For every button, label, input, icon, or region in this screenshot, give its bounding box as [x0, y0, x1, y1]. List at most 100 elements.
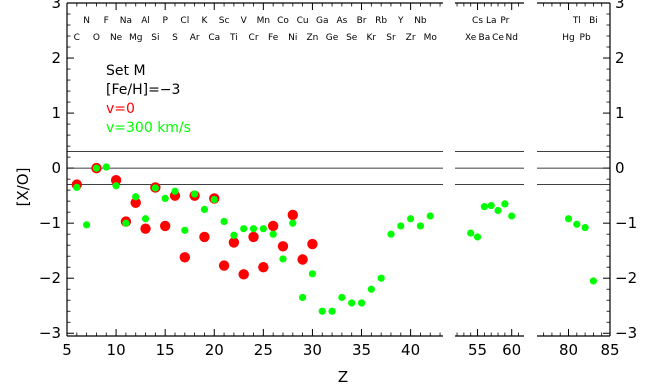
x-tick-label: 40	[401, 341, 420, 359]
x-tick-label: 5	[62, 341, 72, 359]
point-v300	[473, 233, 482, 241]
element-label-top: V	[241, 16, 248, 26]
element-label-top: Rb	[375, 16, 387, 26]
x-axis-label: Z	[338, 368, 348, 386]
point-v300	[132, 193, 140, 201]
y-tick-label-right: 2	[615, 49, 625, 67]
element-label-top: Bi	[589, 16, 598, 26]
element-label-top: Al	[141, 16, 150, 26]
x-tick-label: 60	[502, 341, 521, 359]
element-label-bottom: Ba	[479, 33, 491, 43]
legend-entry: v=0	[106, 101, 135, 117]
point-v0	[199, 231, 210, 243]
point-v0	[159, 220, 171, 232]
point-v300	[501, 200, 509, 208]
point-v300	[338, 293, 346, 302]
y-tick-label-right: 0	[615, 159, 625, 177]
element-label-bottom: Ne	[110, 33, 123, 43]
point-v300	[348, 299, 356, 307]
point-v300	[480, 203, 488, 211]
point-v300	[367, 285, 375, 293]
element-label-top: Y	[397, 16, 404, 26]
point-v0	[297, 254, 308, 265]
y-tick-label-left: 2	[51, 49, 61, 67]
x-tick-label: 15	[156, 341, 175, 359]
element-label-top: Nb	[414, 16, 427, 26]
point-v300	[387, 230, 395, 238]
element-label-bottom: Ge	[326, 33, 339, 43]
point-v300	[573, 220, 581, 228]
point-v0	[238, 269, 249, 280]
point-v0	[179, 252, 191, 263]
element-label-bottom: Ca	[208, 33, 220, 43]
element-label-bottom: S	[172, 33, 178, 43]
x-tick-label: 35	[352, 341, 371, 359]
element-label-top: N	[83, 16, 90, 26]
legend-entry: v=300 km/s	[106, 120, 191, 136]
element-label-top: As	[336, 16, 347, 26]
data-points	[71, 162, 598, 315]
point-v300	[73, 183, 81, 191]
point-v300	[220, 217, 228, 226]
x-tick-label: 25	[254, 341, 273, 359]
element-label-top: Cl	[180, 16, 189, 26]
y-tick-label-right: 3	[615, 0, 625, 12]
x-tick-label: 10	[107, 341, 126, 359]
element-label-bottom: Sr	[386, 33, 396, 43]
element-label-top: P	[162, 16, 168, 26]
element-label-top: K	[201, 16, 208, 26]
element-label-top: La	[486, 16, 497, 26]
axis-ticks	[66, 2, 611, 336]
element-label-bottom: Hg	[562, 33, 574, 43]
y-tick-label-right: −3	[615, 324, 637, 342]
element-label-bottom: Pb	[580, 33, 591, 43]
point-v0	[130, 197, 141, 208]
point-v300	[191, 190, 199, 198]
point-v300	[83, 221, 91, 229]
point-v300	[151, 184, 159, 192]
point-v300	[259, 225, 267, 233]
element-label-top: Pr	[500, 16, 509, 26]
element-label-bottom: C	[74, 33, 80, 43]
point-v300	[508, 212, 516, 220]
element-label-top: Br	[357, 16, 367, 26]
point-v0	[267, 220, 279, 232]
point-v300	[240, 225, 248, 233]
x-tick-label: 30	[303, 341, 322, 359]
reference-lines	[67, 151, 610, 186]
y-tick-label-left: −1	[39, 214, 61, 232]
plot-frame	[66, 2, 611, 337]
element-label-top: Cu	[297, 16, 309, 26]
point-v300	[416, 222, 425, 230]
y-tick-label-right: −2	[615, 269, 637, 287]
point-v300	[467, 229, 475, 237]
point-v300	[112, 182, 120, 190]
point-v300	[494, 206, 502, 215]
point-v300	[289, 219, 297, 227]
point-v300	[581, 223, 589, 232]
element-label-top: Cs	[472, 16, 483, 26]
point-v0	[287, 209, 298, 221]
point-v0	[228, 237, 240, 248]
element-label-bottom: Si	[151, 33, 159, 43]
point-v0	[110, 175, 122, 186]
point-v300	[249, 225, 258, 233]
element-label-top: F	[104, 16, 109, 26]
point-v300	[102, 163, 110, 171]
point-v300	[426, 212, 434, 220]
element-label-bottom: Mo	[424, 33, 438, 43]
point-v300	[487, 201, 495, 210]
point-v300	[308, 270, 317, 278]
point-v300	[589, 277, 598, 285]
point-v300	[407, 215, 415, 223]
point-v0	[248, 231, 259, 243]
point-v300	[171, 187, 179, 195]
point-v0	[307, 238, 318, 250]
element-label-bottom: O	[93, 33, 100, 43]
axis-tick-labels: 5 10 15 20 25 30 35 40 55 60 80 85−3 −3−2 −2−1 −10 01 12…	[39, 0, 637, 359]
element-label-bottom: Cr	[249, 33, 259, 43]
element-label-bottom: Ar	[190, 33, 200, 43]
point-v300	[200, 205, 209, 214]
y-tick-label-left: −2	[39, 269, 61, 287]
point-v300	[210, 195, 218, 204]
